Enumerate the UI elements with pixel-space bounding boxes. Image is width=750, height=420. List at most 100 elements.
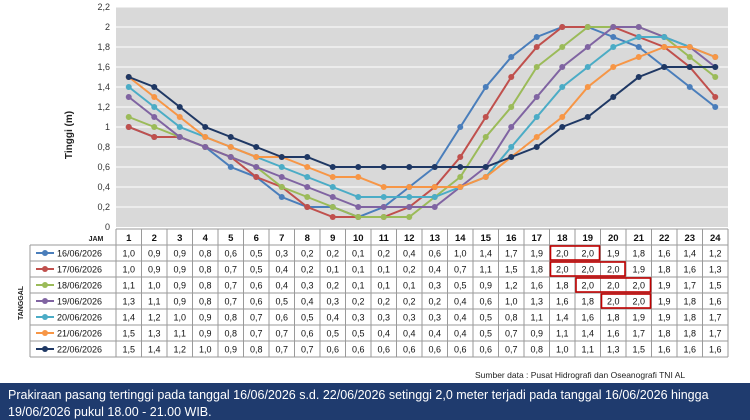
data-point (380, 204, 387, 210)
table-cell: 1,1 (581, 345, 594, 355)
table-cell: 0,5 (250, 249, 263, 259)
table-cell: 0,5 (479, 329, 492, 339)
table-cell: 2,0 (607, 265, 620, 275)
data-point (406, 194, 413, 200)
hour-label: 6 (254, 233, 259, 244)
data-point (533, 134, 540, 140)
data-point (125, 94, 132, 100)
data-point (227, 144, 234, 150)
data-point (508, 104, 515, 110)
table-cell: 0,1 (352, 281, 365, 291)
table-cell: 0,6 (428, 249, 441, 259)
legend-date: 18/06/2026 (57, 281, 102, 291)
data-point (610, 44, 617, 50)
data-point (533, 64, 540, 70)
hour-label: 8 (305, 233, 310, 244)
table-cell: 0,5 (454, 281, 467, 291)
data-point (380, 214, 387, 220)
table-cell: 0,2 (301, 265, 314, 275)
data-point (457, 174, 464, 180)
table-cell: 0,1 (403, 281, 416, 291)
table-cell: 0,3 (377, 313, 390, 323)
table-cell: 0,4 (428, 329, 441, 339)
table-cell: 1,6 (530, 281, 543, 291)
table-cell: 1,8 (683, 329, 696, 339)
data-point (253, 144, 260, 150)
table-cell: 0,6 (454, 345, 467, 355)
data-point (151, 114, 158, 120)
data-point (584, 84, 591, 90)
table-cell: 1,1 (530, 313, 543, 323)
hour-label: 15 (480, 233, 491, 244)
hour-label: 5 (228, 233, 234, 244)
table-cell: 1,0 (173, 313, 186, 323)
data-point (533, 144, 540, 150)
table-cell: 0,7 (250, 313, 263, 323)
table-cell: 1,4 (479, 249, 492, 259)
y-tick-label: 2 (105, 22, 110, 32)
table-cell: 0,2 (403, 297, 416, 307)
y-tick-label: 0,6 (97, 162, 110, 172)
table-cell: 1,5 (632, 345, 645, 355)
data-point (304, 164, 311, 170)
highlight-boxes (549, 245, 652, 309)
table-cell: 1,4 (148, 345, 161, 355)
table-cell: 1,8 (683, 313, 696, 323)
table-cell: 2,0 (556, 249, 569, 259)
table-cell: 0,7 (224, 297, 237, 307)
table-cell: 1,4 (683, 249, 696, 259)
table-cell: 0,5 (301, 313, 314, 323)
data-point (227, 134, 234, 140)
data-point (559, 64, 566, 70)
table-cell: 1,4 (122, 313, 135, 323)
table-cell: 1,0 (122, 249, 135, 259)
table-cell: 0,9 (224, 345, 237, 355)
y-tick-label: 2,2 (97, 2, 110, 12)
table-cell: 0,9 (530, 329, 543, 339)
table-cell: 2,0 (581, 265, 594, 275)
data-point (304, 204, 311, 210)
data-point (227, 154, 234, 160)
data-point (253, 174, 260, 180)
data-point (278, 174, 285, 180)
data-point (610, 24, 617, 30)
table-cell: 1,6 (556, 297, 569, 307)
hour-label: 18 (557, 233, 568, 244)
y-tick-labels: 0 0,2 0,4 0,6 0,8 1 1,2 1,4 1,6 1,8 2 2,2 (97, 2, 110, 232)
data-point (151, 124, 158, 130)
table-cell: 0,1 (352, 265, 365, 275)
data-point (125, 74, 132, 80)
hour-label: 12 (404, 233, 415, 244)
hour-label: 24 (710, 233, 721, 244)
data-point (329, 164, 336, 170)
table-cell: 0,4 (377, 329, 390, 339)
table-cell: 0,4 (454, 313, 467, 323)
data-point (380, 184, 387, 190)
table-cell: 1,7 (632, 329, 645, 339)
data-point (482, 164, 489, 170)
table-cell: 0,2 (428, 297, 441, 307)
table-cell: 0,6 (403, 345, 416, 355)
hour-label: 16 (506, 233, 517, 244)
table-cell: 0,8 (199, 297, 212, 307)
data-point (661, 64, 668, 70)
table-cell: 0,4 (275, 265, 288, 275)
hour-label: 22 (659, 233, 670, 244)
data-point (559, 114, 566, 120)
table-cell: 0,8 (530, 345, 543, 355)
data-point (329, 174, 336, 180)
data-point (508, 144, 515, 150)
series-line (128, 46, 716, 188)
hour-label: 23 (684, 233, 695, 244)
data-point (355, 164, 362, 170)
data-point (329, 184, 336, 190)
data-point (635, 74, 642, 80)
hour-label: 17 (531, 233, 542, 244)
table-cell: 0,6 (301, 329, 314, 339)
table-cell: 2,0 (581, 281, 594, 291)
data-point (533, 114, 540, 120)
data-point (508, 124, 515, 130)
data-point (355, 214, 362, 220)
data-point (431, 164, 438, 170)
table-cell: 1,7 (683, 281, 696, 291)
